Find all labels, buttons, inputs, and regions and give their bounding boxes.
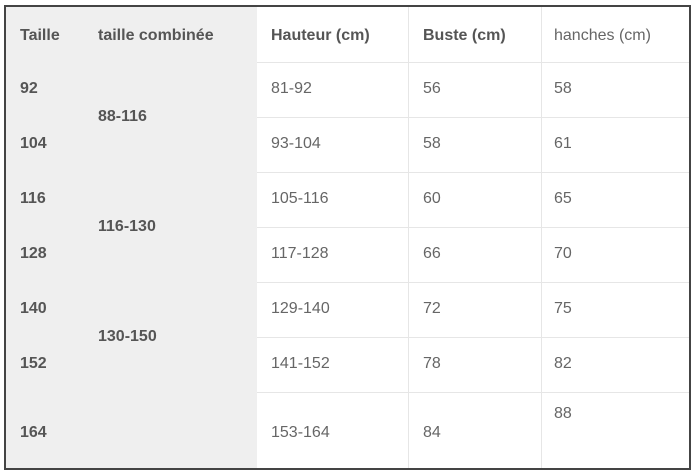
size-cell: 116	[20, 190, 46, 207]
row-divider	[257, 392, 689, 393]
row-divider	[257, 337, 689, 338]
row-divider	[257, 282, 689, 283]
combined-size-cell: 130-150	[98, 328, 157, 345]
size-cell: 140	[20, 300, 47, 317]
hanches-cell: 75	[554, 300, 572, 317]
row-divider	[257, 62, 689, 63]
buste-cell: 72	[423, 300, 441, 317]
buste-cell: 56	[423, 80, 441, 97]
hauteur-cell: 93-104	[271, 135, 321, 152]
buste-cell: 58	[423, 135, 441, 152]
hanches-cell: 70	[554, 245, 572, 262]
header-1: taille combinée	[98, 27, 214, 44]
hauteur-cell: 105-116	[271, 190, 329, 207]
buste-cell: 84	[423, 424, 441, 441]
header-0: Taille	[20, 27, 60, 44]
size-cell: 164	[20, 424, 47, 441]
size-columns-background	[6, 7, 257, 468]
size-table: Taille taille combinée Hauteur (cm) Buste (…	[4, 5, 691, 470]
buste-cell: 78	[423, 355, 441, 372]
hanches-cell: 61	[554, 135, 572, 152]
hauteur-cell: 153-164	[271, 424, 330, 441]
size-cell: 128	[20, 245, 47, 262]
column-divider	[541, 7, 542, 468]
buste-cell: 66	[423, 245, 441, 262]
hanches-cell: 58	[554, 80, 572, 97]
combined-size-cell: 116-130	[98, 218, 156, 235]
row-divider	[257, 172, 689, 173]
header-4: hanches (cm)	[554, 27, 651, 44]
hanches-cell: 82	[554, 355, 572, 372]
hauteur-cell: 81-92	[271, 80, 312, 97]
size-cell: 92	[20, 80, 38, 97]
buste-cell: 60	[423, 190, 441, 207]
size-cell: 152	[20, 355, 47, 372]
hauteur-cell: 141-152	[271, 355, 330, 372]
header-3: Buste (cm)	[423, 27, 506, 44]
hauteur-cell: 117-128	[271, 245, 329, 262]
combined-size-cell: 88-116	[98, 108, 147, 125]
row-divider	[257, 227, 689, 228]
column-divider	[408, 7, 409, 468]
hanches-cell: 88	[554, 405, 572, 422]
row-divider	[257, 117, 689, 118]
header-2: Hauteur (cm)	[271, 27, 370, 44]
hanches-cell: 65	[554, 190, 572, 207]
hauteur-cell: 129-140	[271, 300, 330, 317]
size-cell: 104	[20, 135, 47, 152]
